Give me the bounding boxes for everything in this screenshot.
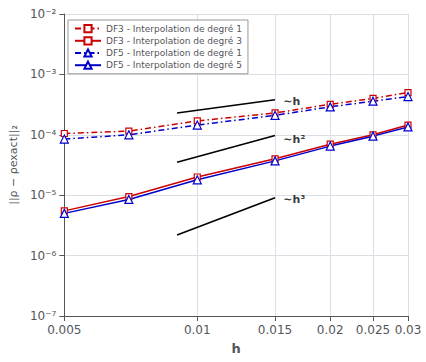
svg-text:0.015: 0.015	[258, 323, 292, 337]
svg-text:DF5 - Interpolation de degré 5: DF5 - Interpolation de degré 5	[106, 60, 242, 70]
svg-text:DF5 - Interpolation de degré 1: DF5 - Interpolation de degré 1	[106, 48, 242, 58]
svg-text:DF3 - Interpolation de degré 3: DF3 - Interpolation de degré 3	[106, 36, 242, 46]
svg-text:0.02: 0.02	[317, 323, 344, 337]
svg-text:DF3 - Interpolation de degré 1: DF3 - Interpolation de degré 1	[106, 24, 242, 34]
svg-text:0.03: 0.03	[395, 323, 422, 337]
svg-text:10⁻⁵: 10⁻⁵	[30, 188, 57, 202]
svg-text:10⁻⁴: 10⁻⁴	[30, 128, 57, 142]
svg-text:10⁻³: 10⁻³	[30, 67, 57, 81]
svg-text:∼h: ∼h	[283, 95, 300, 108]
svg-text:0.01: 0.01	[184, 323, 211, 337]
svg-text:10⁻⁷: 10⁻⁷	[30, 309, 57, 323]
svg-text:h: h	[232, 341, 241, 356]
svg-text:10⁻²: 10⁻²	[30, 7, 57, 21]
svg-text:∼h²: ∼h²	[283, 133, 305, 146]
svg-text:∼h³: ∼h³	[283, 193, 305, 206]
svg-text:0.005: 0.005	[47, 323, 81, 337]
svg-text:||ρ − ρexact||₂: ||ρ − ρexact||₂	[7, 125, 20, 205]
svg-text:0.025: 0.025	[356, 323, 390, 337]
svg-text:10⁻⁶: 10⁻⁶	[30, 249, 57, 263]
